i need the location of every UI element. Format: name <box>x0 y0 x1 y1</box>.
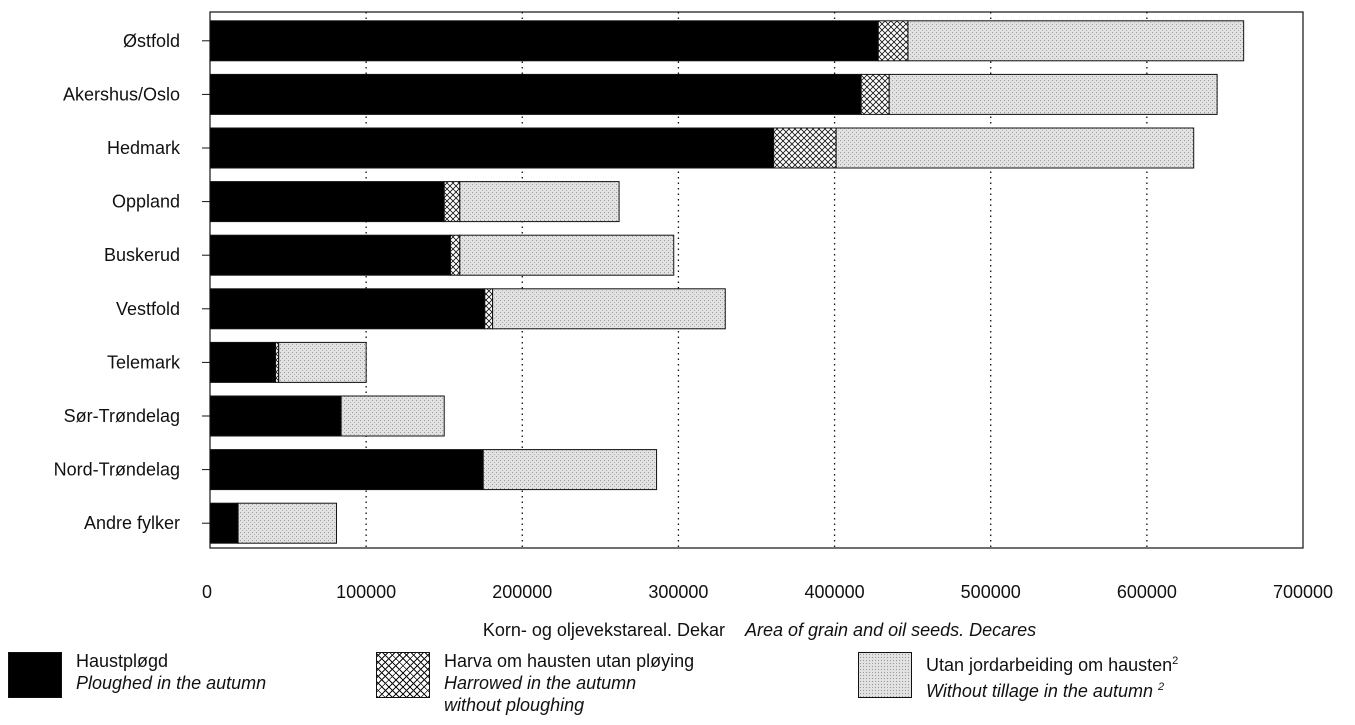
bar-segment <box>209 502 239 544</box>
legend-swatch-hatch <box>376 652 430 698</box>
x-tick-label: 700000 <box>1273 582 1333 602</box>
bar-segment <box>209 288 486 330</box>
y-category-label: Nord-Trøndelag <box>54 460 180 480</box>
bar-segment <box>835 127 1195 169</box>
plot-frame <box>209 11 1304 549</box>
x-tick-label: 200000 <box>492 582 552 602</box>
bar-segment <box>209 449 484 491</box>
bar-segment <box>888 73 1218 115</box>
legend-swatch-solid <box>8 652 62 698</box>
bar-segment <box>907 20 1245 62</box>
legend-label: Utan jordarbeiding om hausten <box>926 655 1173 675</box>
x-tick-label: 0 <box>202 582 212 602</box>
stacked-bar-chart: Østfold Akershus/Oslo Hedmark Oppland Busker… <box>54 11 1333 640</box>
bar-segment <box>209 395 342 437</box>
legend-label-en: Harrowed in the autumn <box>444 673 637 693</box>
bar-segment <box>773 127 837 169</box>
y-category-label: Vestfold <box>116 299 180 319</box>
x-tick-label: 400000 <box>805 582 865 602</box>
legend-label-en: Without tillage in the autumn <box>926 681 1153 701</box>
y-category-label: Sør-Trøndelag <box>64 406 180 426</box>
legend-label-sup: 2 <box>1172 655 1179 667</box>
legend-label-en-2: without ploughing <box>444 695 585 715</box>
bar-segment <box>209 127 775 169</box>
legend-label: Haustpløgd <box>76 651 169 671</box>
y-category-label: Buskerud <box>104 245 180 265</box>
y-category-label: Hedmark <box>107 138 181 158</box>
y-category-label: Andre fylker <box>84 513 180 533</box>
x-tick-label: 100000 <box>336 582 396 602</box>
bar-segment <box>449 234 461 276</box>
bar-segment <box>209 20 879 62</box>
bar-segment <box>237 502 337 544</box>
bar-segment <box>209 341 277 383</box>
bar-segment <box>482 449 658 491</box>
legend-label-en-sup: 2 <box>1157 681 1165 693</box>
x-tick-label: 600000 <box>1117 582 1177 602</box>
bar-segment <box>209 234 451 276</box>
bar-segment <box>492 288 726 330</box>
legend-swatch-stipple <box>858 652 912 698</box>
bar-segment <box>443 181 461 223</box>
y-category-label: Oppland <box>112 192 180 212</box>
y-category-label: Telemark <box>107 352 181 372</box>
y-category-label: Østfold <box>123 31 180 51</box>
bar-segment <box>860 73 890 115</box>
x-tick-label: 300000 <box>648 582 708 602</box>
bar-segment <box>459 234 675 276</box>
legend-label: Harva om hausten utan pløying <box>444 651 695 671</box>
bar-segment <box>209 181 445 223</box>
bar-segment <box>877 20 909 62</box>
legend-label-en: Ploughed in the autumn <box>76 673 267 693</box>
bar-segment <box>209 73 862 115</box>
bar-segment <box>484 288 494 330</box>
bar-segment <box>340 395 445 437</box>
y-category-label: Akershus/Oslo <box>63 84 180 104</box>
x-axis-label: Korn- og oljevekstareal. Dekar <box>483 620 725 640</box>
bar-segment <box>278 341 367 383</box>
x-axis-label-en: Area of grain and oil seeds. Decares <box>744 620 1036 640</box>
x-tick-label: 500000 <box>961 582 1021 602</box>
bar-segment <box>459 181 620 223</box>
